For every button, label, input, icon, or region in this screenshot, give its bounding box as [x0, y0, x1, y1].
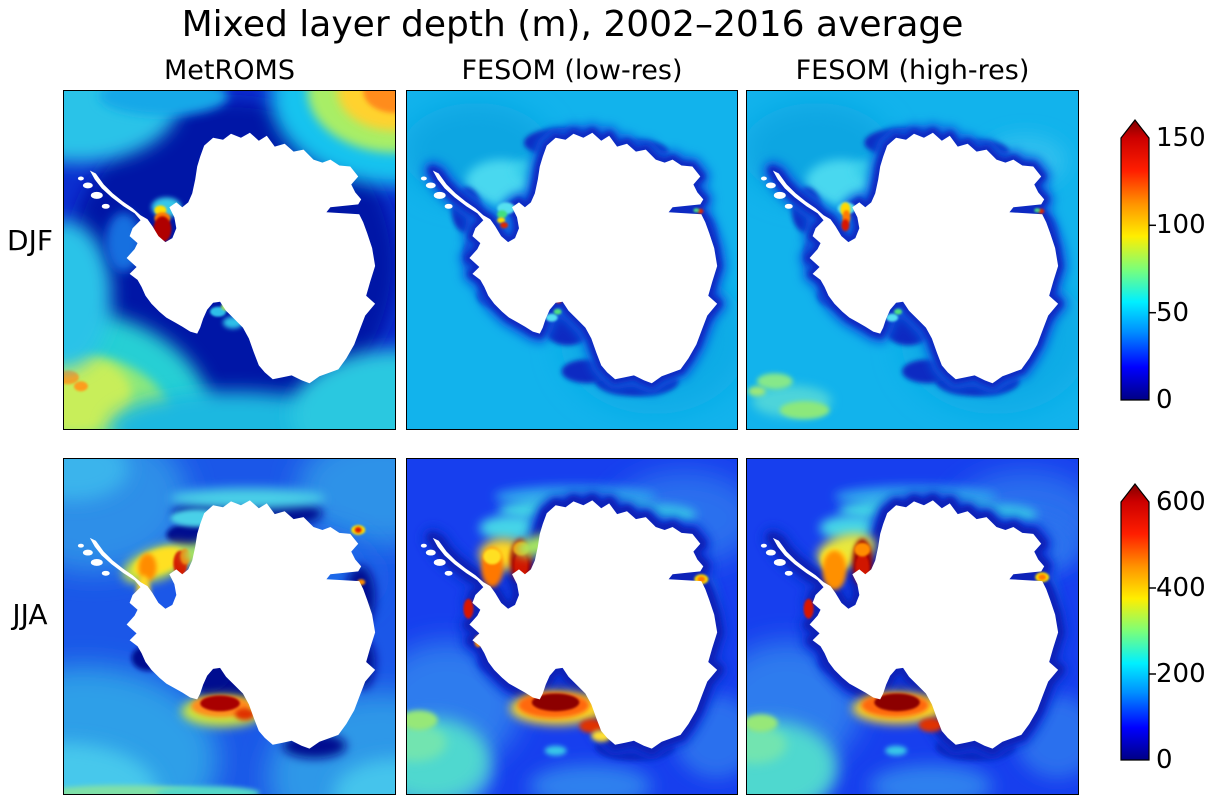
- colorbar-jja-tick-600: 600: [1156, 487, 1206, 517]
- colorbar-djf-gradient-arrow: [1120, 119, 1150, 401]
- row-label-djf: DJF: [7, 224, 53, 257]
- colorbar-jja-tick-400: 400: [1156, 573, 1206, 603]
- colorbar-djf: [1120, 119, 1156, 401]
- colorbar-jja-tick-200: 200: [1156, 659, 1206, 689]
- row-label-jja: JJA: [12, 598, 48, 631]
- colorbar-djf-tick-150: 150: [1156, 123, 1206, 153]
- map-panel-jja-metroms: [63, 458, 396, 795]
- colorbar-jja-gradient-arrow: [1120, 483, 1150, 761]
- column-header-fesom-high-res: FESOM (high-res): [795, 55, 1030, 86]
- column-header-metroms: MetROMS: [164, 55, 295, 86]
- colorbar-jja-tick-0: 0: [1156, 745, 1173, 775]
- colorbar-djf-tick-0: 0: [1156, 385, 1173, 415]
- map-panel-jja-fesom-high-res: [746, 458, 1079, 795]
- colorbar-djf-tick-50: 50: [1156, 298, 1190, 328]
- map-panel-djf-fesom-high-res: [746, 90, 1079, 430]
- map-panel-jja-fesom-low-res: [406, 458, 738, 795]
- colorbar-jja: [1120, 483, 1156, 761]
- map-panel-djf-metroms: [63, 90, 396, 430]
- colorbar-djf-tick-100: 100: [1156, 210, 1206, 240]
- column-header-fesom-low-res: FESOM (low-res): [461, 55, 683, 86]
- map-panel-djf-fesom-low-res: [406, 90, 738, 430]
- figure-title: Mixed layer depth (m), 2002–2016 average: [181, 4, 964, 45]
